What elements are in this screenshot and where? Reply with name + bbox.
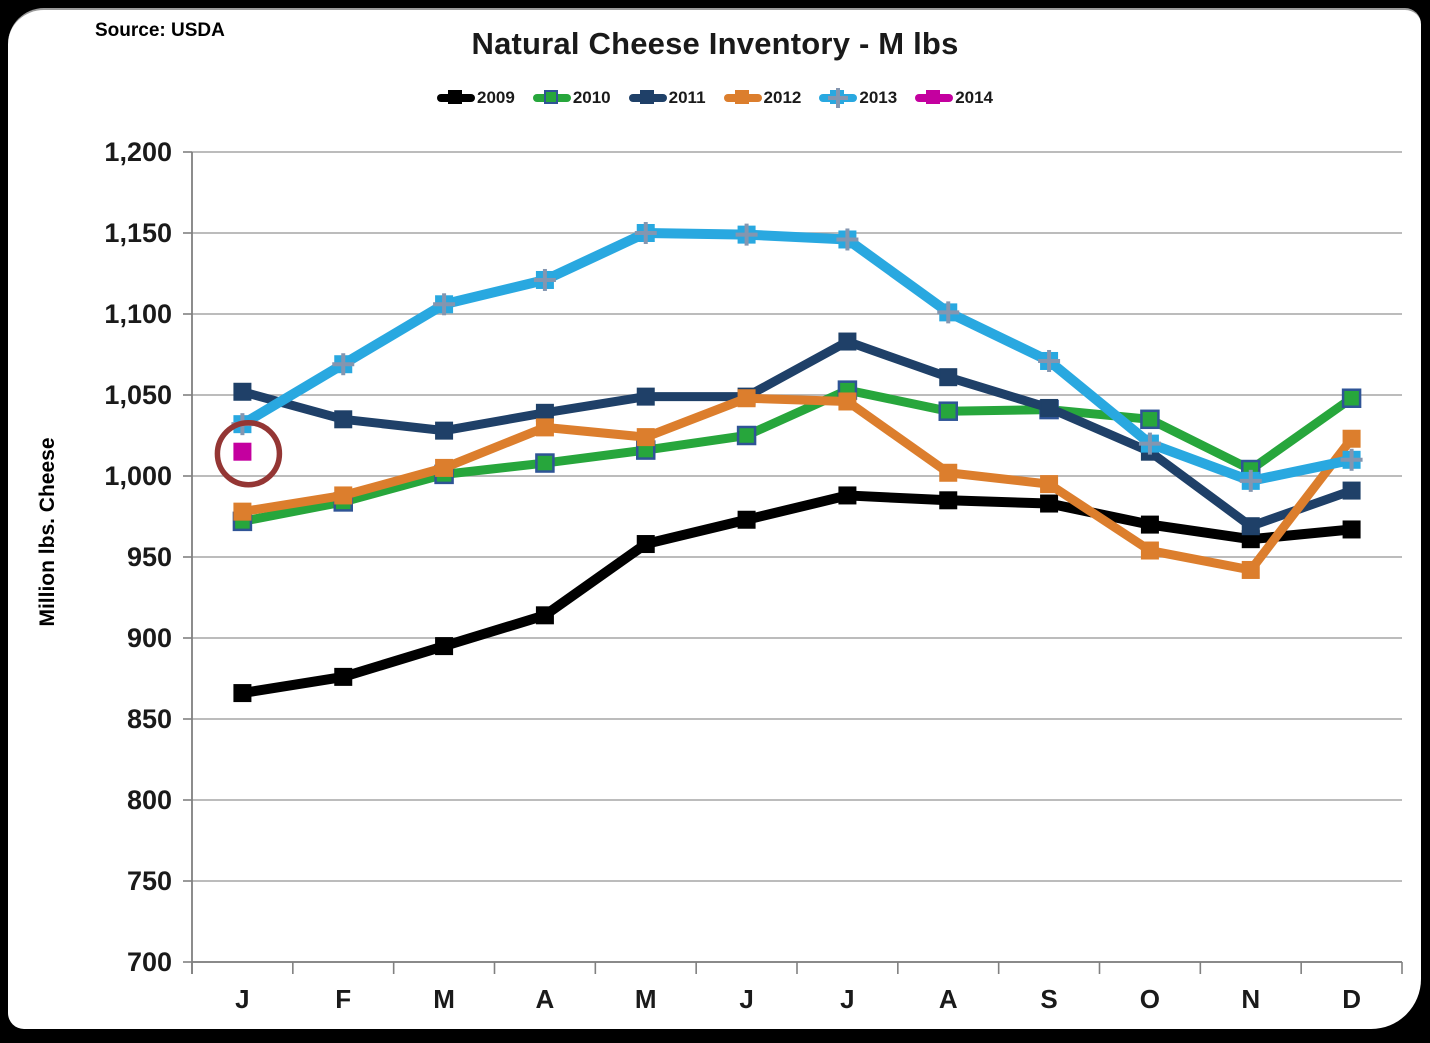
series-2009-marker-J0 xyxy=(233,684,252,703)
series-2010-marker-J5 xyxy=(736,425,757,446)
series-2012-marker-N10 xyxy=(1241,560,1260,579)
series-2011-marker-A7 xyxy=(939,368,958,387)
y-tick-label: 800 xyxy=(127,785,172,815)
series-2011-marker-N10 xyxy=(1241,517,1260,536)
series-2009-marker-J5 xyxy=(737,510,756,529)
series-2010-marker-D11 xyxy=(1341,388,1362,408)
x-tick-label-7: A xyxy=(939,984,958,1014)
series-2011-marker-D11 xyxy=(1342,481,1361,500)
x-tick-label-9: O xyxy=(1140,984,1160,1014)
series-2009-marker-F1 xyxy=(334,667,353,686)
y-tick-label: 750 xyxy=(127,866,172,896)
series-2013-line xyxy=(237,228,1357,486)
legend-plus-icon xyxy=(836,88,841,108)
legend-item-2009: 2009 xyxy=(436,88,515,108)
series-2011-marker-S8 xyxy=(1040,398,1059,417)
series-2012-marker-S8 xyxy=(1040,475,1059,494)
series-2009-marker-M2 xyxy=(435,637,454,656)
series-2009-marker-A7 xyxy=(939,491,958,510)
series-2012-marker-J0 xyxy=(233,502,252,521)
y-tick-label: 700 xyxy=(127,947,172,977)
chart-title: Natural Cheese Inventory - M lbs xyxy=(471,26,959,61)
series-2009-marker-O9 xyxy=(1140,515,1159,534)
legend-marker-2010 xyxy=(532,88,571,108)
series-2009-marker-M4 xyxy=(636,535,655,554)
legend-item-2014: 2014 xyxy=(915,88,993,108)
series-2011-marker-J0 xyxy=(233,382,252,401)
legend-square-icon xyxy=(926,90,941,104)
series-2010-marker-O9 xyxy=(1140,409,1160,430)
legend-marker-2013 xyxy=(819,88,858,108)
series-2012-marker-A7 xyxy=(939,463,958,482)
y-tick-label: 1,100 xyxy=(104,299,172,329)
series-2012-marker-J5 xyxy=(737,389,756,408)
y-tick-label: 950 xyxy=(127,542,172,572)
legend-label-2013: 2013 xyxy=(859,88,898,107)
x-tick-label-2: M xyxy=(433,984,455,1014)
series-2012-marker-M2 xyxy=(435,458,454,477)
series-2009-marker-A3 xyxy=(535,606,554,625)
y-tick-label: 1,000 xyxy=(104,461,172,491)
x-tick-label-6: J xyxy=(840,984,854,1014)
series-2011-marker-F1 xyxy=(334,410,353,429)
x-tick-label-10: N xyxy=(1241,984,1260,1014)
series-2012-marker-A3 xyxy=(535,418,554,437)
x-tick-label-3: A xyxy=(536,984,555,1014)
x-tick-label-4: M xyxy=(635,984,657,1014)
series-2012-marker-O9 xyxy=(1140,541,1159,560)
series-2014-marker-J0 xyxy=(233,442,252,461)
legend-item-2013: 2013 xyxy=(819,88,897,108)
series-2012-marker-D11 xyxy=(1342,429,1361,448)
x-tick-label-11: D xyxy=(1342,984,1361,1014)
legend-label-2014: 2014 xyxy=(955,88,994,107)
x-tick-label-1: F xyxy=(335,984,351,1014)
series-2011-line xyxy=(237,337,1357,531)
legend-square-icon xyxy=(543,90,558,104)
series-2009-marker-D11 xyxy=(1342,520,1361,539)
legend-square-icon xyxy=(447,90,462,104)
legend-label-2009: 2009 xyxy=(476,88,515,107)
legend-item-2010: 2010 xyxy=(532,88,611,108)
y-tick-label: 1,150 xyxy=(104,218,172,248)
series-2009-marker-J6 xyxy=(838,486,857,505)
legend-label-2011: 2011 xyxy=(668,88,706,107)
series-2010-marker-A3 xyxy=(535,453,555,473)
legend-marker-2011 xyxy=(628,88,667,108)
legend-label-2012: 2012 xyxy=(763,88,802,107)
x-tick-label-0: J xyxy=(235,984,249,1014)
legend-square-icon xyxy=(734,90,749,104)
y-tick-label: 900 xyxy=(127,623,172,653)
series-2011-marker-J6 xyxy=(838,332,857,351)
series-2010-marker-A7 xyxy=(938,401,958,421)
series-2010-line xyxy=(237,385,1357,526)
legend-marker-2014 xyxy=(915,88,954,108)
series-2009-line xyxy=(237,490,1357,699)
x-tick-label-8: S xyxy=(1040,984,1057,1014)
series-2011-marker-M4 xyxy=(636,387,655,406)
series-2012-marker-J6 xyxy=(838,392,857,411)
legend-square-icon xyxy=(639,90,654,104)
legend-label-2010: 2010 xyxy=(572,88,611,107)
legend-item-2012: 2012 xyxy=(723,88,802,108)
legend-item-2011: 2011 xyxy=(628,88,706,108)
series-2011-marker-M2 xyxy=(435,421,454,440)
y-tick-label: 1,200 xyxy=(104,137,172,167)
legend-marker-2009 xyxy=(436,88,475,108)
highlight-circle xyxy=(214,419,283,488)
y-tick-label: 850 xyxy=(127,704,172,734)
series-2012-marker-F1 xyxy=(334,486,353,505)
chart-legend: 2009 2010 2011 2012 2013 2014 xyxy=(0,88,1430,108)
x-tick-label-5: J xyxy=(739,984,753,1014)
series-2012-line xyxy=(237,393,1357,575)
legend-marker-2012 xyxy=(723,88,762,108)
series-2012-marker-M4 xyxy=(636,428,655,447)
source-label: Source: USDA xyxy=(95,20,225,41)
y-tick-label: 1,050 xyxy=(104,380,172,410)
series-2009-marker-S8 xyxy=(1040,494,1059,513)
